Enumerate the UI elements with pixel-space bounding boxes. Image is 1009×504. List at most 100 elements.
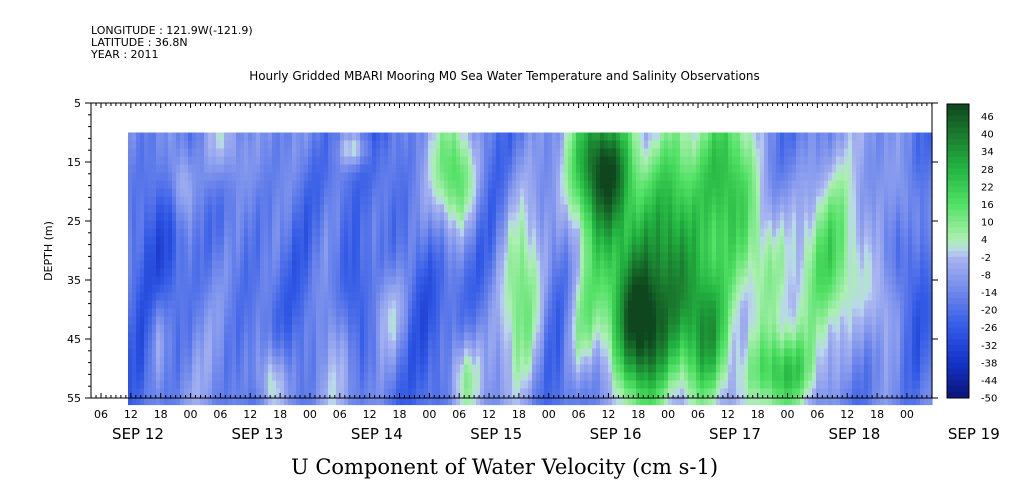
heatmap-cell bbox=[404, 300, 409, 310]
heatmap-cell bbox=[208, 164, 213, 174]
heatmap-cell bbox=[556, 276, 561, 286]
heatmap-cell bbox=[308, 172, 313, 182]
heatmap-cell bbox=[312, 340, 317, 350]
heatmap-cell bbox=[560, 188, 565, 198]
heatmap-cell bbox=[596, 348, 601, 358]
heatmap-cell bbox=[284, 140, 289, 150]
heatmap-cell bbox=[480, 268, 485, 278]
heatmap-cell bbox=[376, 324, 381, 334]
heatmap-cell bbox=[600, 164, 605, 174]
heatmap-cell bbox=[548, 212, 553, 222]
heatmap-cell bbox=[352, 308, 357, 318]
heatmap-cell bbox=[524, 252, 529, 262]
heatmap-cell bbox=[680, 164, 685, 174]
heatmap-cell bbox=[184, 236, 189, 246]
heatmap-cell bbox=[388, 220, 393, 230]
heatmap-cell bbox=[516, 332, 521, 342]
heatmap-cell bbox=[224, 140, 229, 150]
heatmap-cell bbox=[664, 388, 669, 398]
heatmap-cell bbox=[356, 276, 361, 286]
heatmap-cell bbox=[564, 244, 569, 254]
heatmap-cell bbox=[480, 140, 485, 150]
heatmap-cell bbox=[148, 252, 153, 262]
heatmap-cell bbox=[500, 348, 505, 358]
heatmap-cell bbox=[240, 196, 245, 206]
heatmap-cell bbox=[608, 212, 613, 222]
heatmap-cell bbox=[480, 292, 485, 302]
heatmap-cell bbox=[280, 292, 285, 302]
heatmap-cell bbox=[468, 156, 473, 166]
heatmap-cell bbox=[340, 204, 345, 214]
heatmap-cell bbox=[556, 268, 561, 278]
heatmap-cell bbox=[412, 332, 417, 342]
heatmap-cell bbox=[152, 276, 157, 286]
heatmap-cell bbox=[516, 300, 521, 310]
heatmap-cell bbox=[400, 148, 405, 158]
heatmap-cell bbox=[316, 164, 321, 174]
heatmap-cell bbox=[276, 396, 281, 406]
heatmap-cell bbox=[200, 388, 205, 398]
heatmap-cell bbox=[336, 204, 341, 214]
heatmap-cell bbox=[352, 300, 357, 310]
heatmap-cell bbox=[184, 268, 189, 278]
heatmap-cell bbox=[388, 388, 393, 398]
heatmap-cell bbox=[416, 292, 421, 302]
heatmap-cell bbox=[268, 356, 273, 366]
heatmap-cell bbox=[624, 332, 629, 342]
heatmap-cell bbox=[628, 396, 633, 406]
heatmap-cell bbox=[476, 132, 481, 142]
heatmap-cell bbox=[540, 260, 545, 270]
heatmap-cell bbox=[156, 380, 161, 390]
heatmap-cell bbox=[356, 236, 361, 246]
heatmap-cell bbox=[228, 156, 233, 166]
heatmap-cell bbox=[516, 212, 521, 222]
heatmap-cell bbox=[272, 332, 277, 342]
heatmap-cell bbox=[268, 220, 273, 230]
heatmap-cell bbox=[512, 268, 517, 278]
heatmap-cell bbox=[156, 356, 161, 366]
heatmap-cell bbox=[380, 196, 385, 206]
heatmap-cell bbox=[372, 244, 377, 254]
heatmap-cell bbox=[516, 228, 521, 238]
heatmap-cell bbox=[648, 364, 653, 374]
heatmap-cell bbox=[252, 324, 257, 334]
heatmap-cell bbox=[484, 140, 489, 150]
heatmap-cell bbox=[416, 140, 421, 150]
heatmap-cell bbox=[168, 308, 173, 318]
heatmap-cell bbox=[680, 180, 685, 190]
heatmap-cell bbox=[408, 164, 413, 174]
heatmap-cell bbox=[128, 300, 133, 310]
heatmap-cell bbox=[396, 188, 401, 198]
heatmap-cell bbox=[500, 308, 505, 318]
heatmap-cell bbox=[516, 396, 521, 406]
heatmap-cell bbox=[652, 380, 657, 390]
heatmap-cell bbox=[516, 356, 521, 366]
heatmap-cell bbox=[680, 372, 685, 382]
heatmap-cell bbox=[212, 324, 217, 334]
heatmap-cell bbox=[576, 276, 581, 286]
heatmap-cell bbox=[156, 228, 161, 238]
heatmap-cell bbox=[228, 396, 233, 406]
heatmap-cell bbox=[436, 260, 441, 270]
heatmap-cell bbox=[692, 348, 697, 358]
heatmap-cell bbox=[284, 172, 289, 182]
heatmap-cell bbox=[544, 140, 549, 150]
heatmap-cell bbox=[204, 156, 209, 166]
heatmap-cell bbox=[272, 172, 277, 182]
heatmap-cell bbox=[412, 188, 417, 198]
heatmap-cell bbox=[172, 372, 177, 382]
heatmap-cell bbox=[560, 364, 565, 374]
heatmap-cell bbox=[344, 300, 349, 310]
heatmap-cell bbox=[572, 228, 577, 238]
heatmap-cell bbox=[376, 148, 381, 158]
heatmap-cell bbox=[712, 212, 717, 222]
heatmap-cell bbox=[596, 172, 601, 182]
heatmap-cell bbox=[472, 196, 477, 206]
heatmap-cell bbox=[560, 284, 565, 294]
heatmap-cell bbox=[136, 140, 141, 150]
heatmap-cell bbox=[500, 260, 505, 270]
heatmap-cell bbox=[532, 300, 537, 310]
heatmap-cell bbox=[452, 332, 457, 342]
heatmap-cell bbox=[392, 276, 397, 286]
heatmap-cell bbox=[324, 300, 329, 310]
